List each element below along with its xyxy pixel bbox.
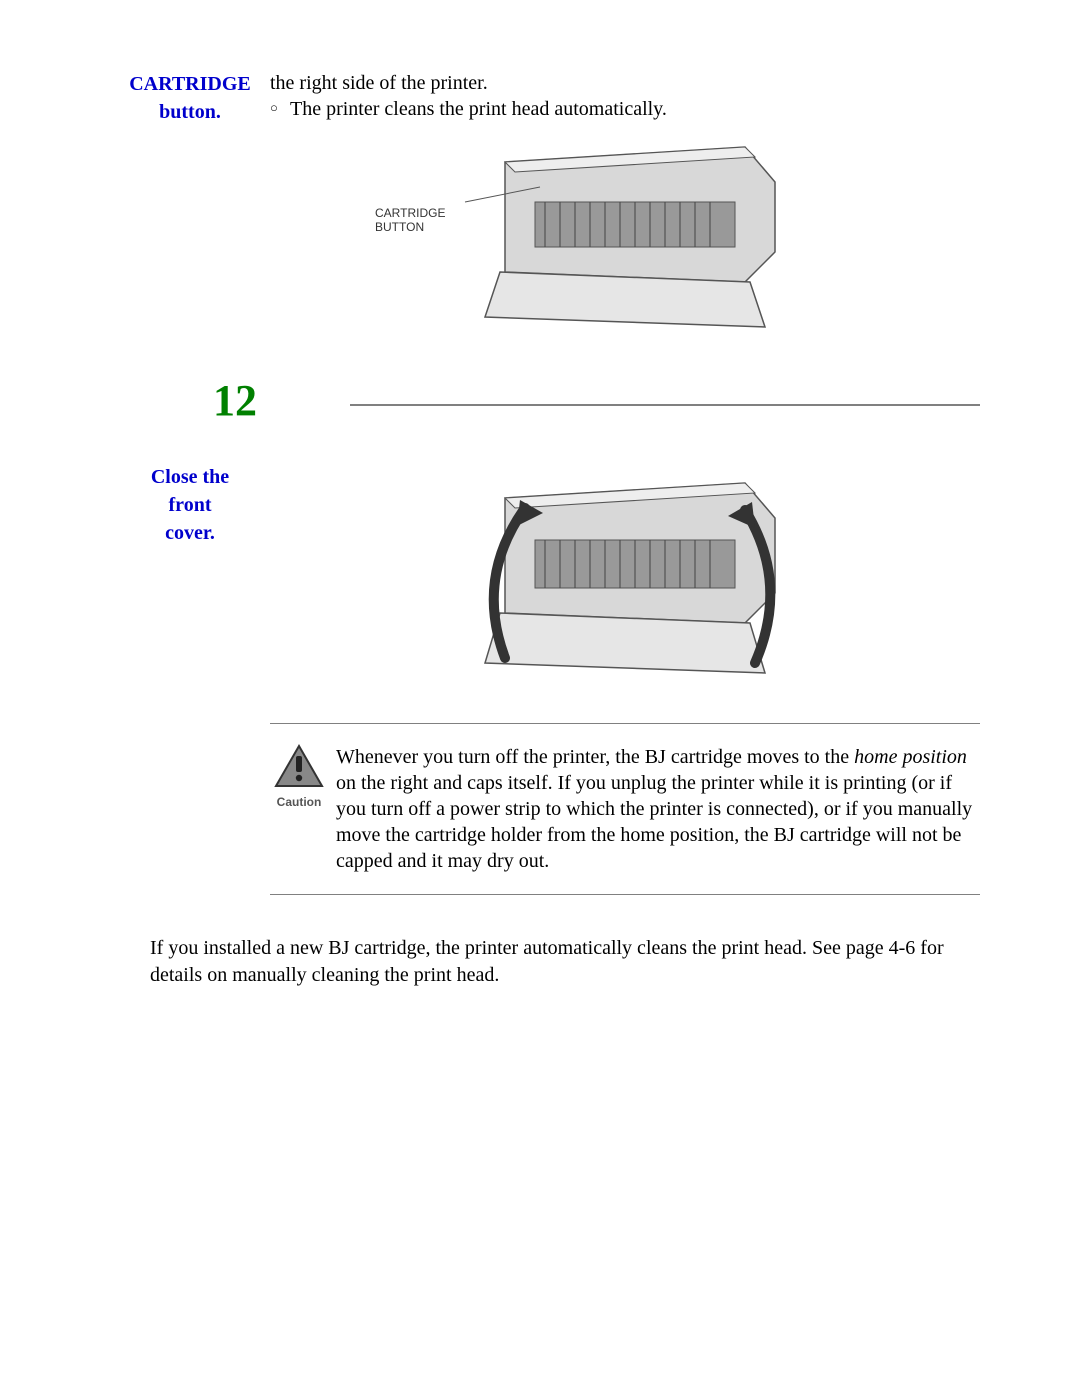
caution-icon-column: Caution (270, 744, 328, 809)
printer-svg-icon (445, 458, 805, 688)
step-number: 12 (120, 379, 350, 423)
illustration-close-cover (270, 458, 980, 693)
body-line: the right side of the printer. (270, 70, 980, 96)
step-number-column: 12 (120, 377, 350, 433)
caution-block: Caution Whenever you turn off the printe… (270, 744, 980, 874)
step-label: Close the front cover. (120, 463, 260, 547)
callout-line: BUTTON (375, 220, 424, 234)
caution-text-part: Whenever you turn off the printer, the B… (336, 746, 854, 768)
printer-illustration: CARTRIDGE BUTTON (445, 132, 805, 332)
illustration-cartridge-button: CARTRIDGE BUTTON (270, 132, 980, 337)
bullet-item: ○ The printer cleans the print head auto… (270, 96, 980, 122)
printer-svg-icon (445, 132, 805, 332)
callout-line: CARTRIDGE (375, 206, 445, 220)
step-body: Caution Whenever you turn off the printe… (260, 433, 980, 915)
callout-label: CARTRIDGE BUTTON (375, 207, 445, 235)
step-left-column: CARTRIDGE button. (120, 70, 260, 126)
step-left-column: Close the front cover. (120, 433, 260, 547)
printer-illustration (445, 458, 805, 688)
step-label: CARTRIDGE button. (120, 70, 260, 126)
step-label-line: CARTRIDGE (129, 73, 251, 95)
bullet-text: The printer cleans the print head automa… (290, 96, 667, 122)
step-label-line: Close the (151, 466, 229, 488)
step-12-header: 12 (120, 377, 980, 433)
manual-page: CARTRIDGE button. the right side of the … (0, 0, 1080, 1189)
step-label-line: cover. (165, 522, 215, 544)
bullet-marker-icon: ○ (270, 96, 290, 122)
thin-divider (270, 894, 980, 895)
section-divider (350, 404, 980, 406)
caution-text: Whenever you turn off the printer, the B… (328, 744, 980, 874)
step-label-line: button. (159, 101, 221, 123)
step-cartridge-button: CARTRIDGE button. the right side of the … (120, 70, 980, 367)
caution-label: Caution (270, 795, 328, 809)
step-close-front-cover: Close the front cover. (120, 433, 980, 915)
caution-text-em: home position (854, 746, 967, 768)
warning-triangle-icon (274, 744, 324, 788)
step-label-line: front (169, 494, 212, 516)
caution-text-part: on the right and caps itself. If you unp… (336, 772, 972, 872)
thin-divider (270, 723, 980, 724)
after-paragraph: If you installed a new BJ cartridge, the… (150, 935, 980, 989)
step-body: the right side of the printer. ○ The pri… (260, 70, 980, 367)
